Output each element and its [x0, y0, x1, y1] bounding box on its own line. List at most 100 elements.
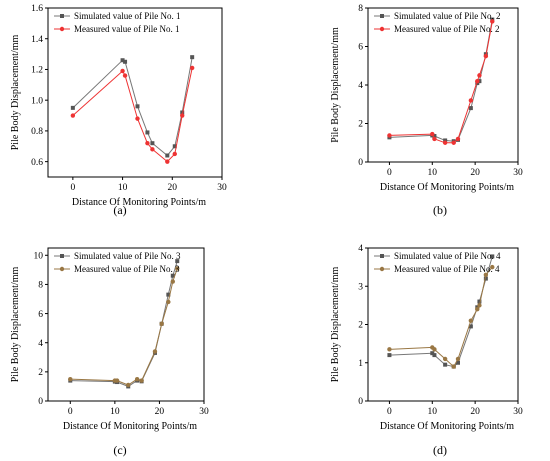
x-axis-title: Distance Of Monitoring Points/m	[63, 421, 197, 432]
y-tick-label: 1	[358, 359, 363, 369]
x-tick-label: 20	[470, 407, 480, 417]
data-point-simulated	[170, 273, 175, 278]
x-tick-label: 30	[217, 183, 227, 193]
data-point-measured	[180, 113, 185, 118]
data-point-measured	[126, 382, 131, 388]
data-point-simulated	[172, 144, 177, 149]
x-tick-label: 10	[118, 183, 128, 193]
y-tick-label: 0	[358, 158, 363, 168]
y-tick-label: 6	[358, 43, 363, 53]
x-tick-label: 20	[168, 183, 178, 193]
x-tick-label: 0	[387, 407, 392, 417]
data-point-measured	[159, 321, 164, 326]
data-point-simulated	[456, 360, 460, 365]
data-point-simulated	[145, 130, 150, 135]
data-point-measured	[468, 98, 474, 103]
y-tick-label: 1.0	[31, 96, 43, 106]
y-tick-label: 2	[358, 120, 363, 130]
data-point-simulated	[165, 153, 170, 158]
y-tick-label: 0	[358, 397, 363, 407]
data-point-measured	[483, 272, 489, 277]
data-point-measured	[455, 356, 461, 362]
data-point-simulated	[166, 292, 171, 297]
x-axis-title: Distance Of Monitoring Points/m	[380, 421, 514, 432]
panel-label: (b)	[433, 203, 447, 217]
x-tick-label: 10	[110, 407, 120, 417]
x-tick-label: 20	[155, 407, 165, 417]
plot-frame	[47, 7, 223, 178]
y-tick-label: 1.2	[31, 66, 43, 76]
data-point-simulated	[70, 105, 75, 110]
x-axis-title: Distance Of Monitoring Points/m	[72, 197, 206, 208]
data-point-measured	[483, 53, 489, 59]
x-tick-label: 30	[513, 407, 523, 417]
legend-label: Measured value of Pile No. 2	[394, 24, 499, 34]
data-point-measured	[442, 356, 448, 362]
panel-label: (a)	[113, 203, 126, 217]
series-line-1	[72, 57, 193, 157]
panel-label: (c)	[113, 443, 126, 457]
data-point-simulated	[483, 276, 488, 281]
data-point-measured	[442, 140, 448, 145]
chart-panel-2: 0 10 20 30 0 2 4 6 8 Distance Of Monitoring Point…	[330, 4, 523, 217]
y-tick-label: 8	[358, 4, 363, 14]
data-point-simulated	[150, 141, 155, 146]
data-point-measured	[114, 378, 120, 383]
panel-label: (d)	[433, 443, 447, 457]
data-point-simulated	[443, 138, 448, 143]
legend-marker-square	[60, 254, 64, 258]
data-point-measured	[490, 19, 495, 24]
y-tick-label: 10	[34, 251, 44, 261]
data-point-simulated	[477, 299, 482, 304]
data-point-measured	[145, 141, 150, 146]
data-point-measured	[475, 78, 480, 84]
data-point-simulated	[468, 106, 473, 111]
legend-marker-square	[60, 14, 64, 18]
data-point-simulated	[430, 351, 435, 356]
y-tick-label: 3	[358, 282, 363, 292]
data-point-simulated	[175, 259, 180, 264]
legend-marker-circle	[59, 266, 65, 272]
data-point-measured	[70, 113, 76, 118]
legend-marker-circle	[379, 26, 385, 32]
data-point-simulated	[190, 55, 195, 60]
data-point-simulated	[490, 254, 495, 259]
series-line-2	[72, 67, 193, 163]
legend-label: Measured value of Pile No. 1	[74, 24, 179, 34]
data-point-simulated	[135, 104, 140, 109]
data-point-measured	[451, 364, 456, 369]
data-point-simulated	[180, 110, 185, 115]
chart-panel-3: 0 10 20 30 0 2 4 6 8 10 Distance Of Monitoring Poi…	[10, 247, 209, 457]
data-point-simulated	[443, 362, 448, 367]
data-point-measured	[172, 151, 177, 157]
legend-marker-square	[380, 254, 384, 258]
data-point-measured	[135, 116, 140, 121]
data-point-measured	[475, 307, 480, 312]
data-point-measured	[165, 159, 170, 164]
legend-label: Simulated value of Pile No. 2	[394, 11, 500, 21]
data-point-measured	[152, 349, 158, 354]
x-tick-label: 20	[470, 168, 480, 178]
data-point-measured	[455, 136, 461, 142]
x-tick-label: 10	[428, 407, 438, 417]
x-tick-label: 0	[387, 168, 392, 178]
data-point-simulated	[468, 324, 473, 329]
legend-label: Measured value of Pile No. 4	[394, 264, 500, 274]
legend-label: Simulated value of Pile No. 3	[74, 251, 181, 261]
legend-label: Simulated value of Pile No. 4	[394, 251, 501, 261]
data-point-measured	[430, 131, 435, 137]
data-point-measured	[432, 136, 437, 142]
x-axis-title: Distance Of Monitoring Points/m	[380, 182, 514, 193]
y-tick-label: 0.6	[31, 158, 43, 168]
y-axis-title: Pile Body Displacement/mm	[330, 267, 341, 383]
y-tick-label: 4	[358, 244, 363, 254]
data-point-simulated	[120, 58, 125, 63]
data-point-measured	[451, 140, 456, 145]
series-line-2	[70, 268, 178, 386]
y-tick-label: 2	[38, 368, 43, 378]
y-tick-label: 4	[358, 81, 363, 91]
plot-frame	[47, 247, 205, 402]
y-axis-title: Pile Body Displacement/mm	[10, 267, 21, 383]
y-axis-title: Pile Body Displacement/mm	[10, 35, 21, 151]
